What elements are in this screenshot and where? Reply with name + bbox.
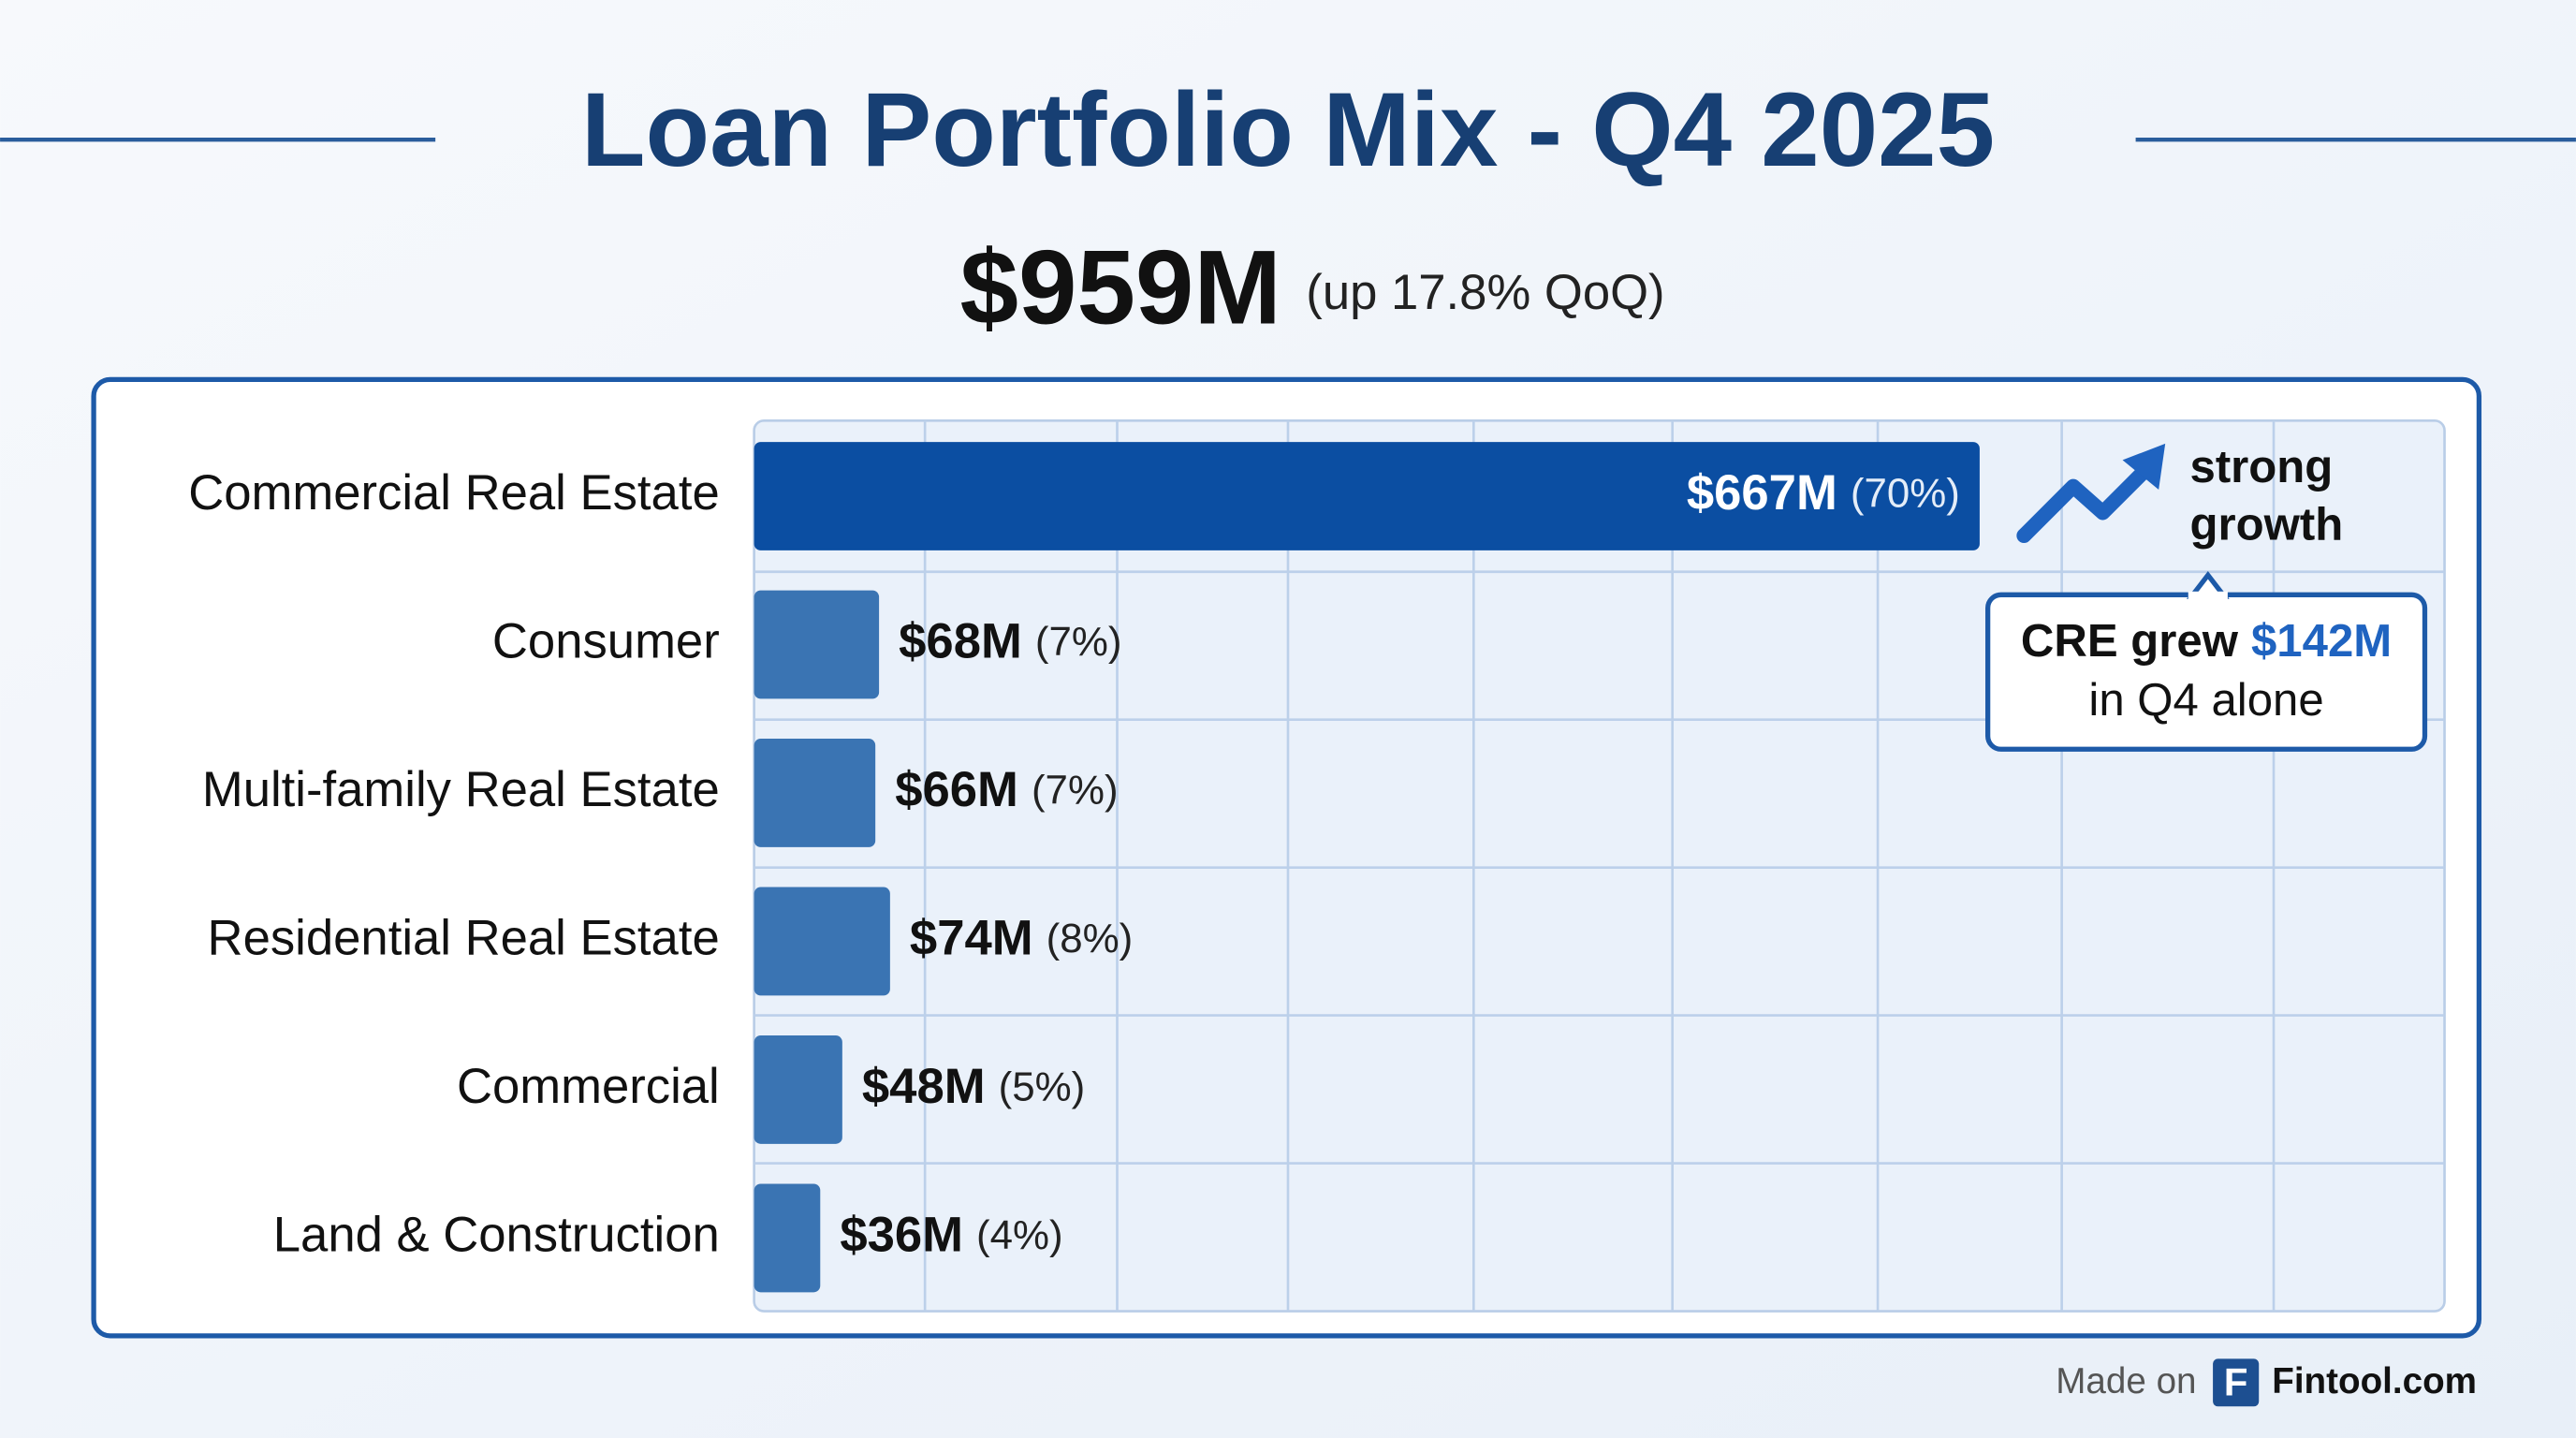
category-label: Commercial xyxy=(457,1059,720,1114)
callout-line: CRE grew $142M xyxy=(2021,616,2392,667)
grid xyxy=(754,420,2445,1312)
headline: $959M xyxy=(960,228,1281,346)
bar xyxy=(754,590,880,699)
callout-pointer-mask xyxy=(2188,591,2228,600)
value-label: $667M xyxy=(1687,465,1837,521)
bar xyxy=(754,1035,842,1144)
plot-area xyxy=(753,418,2446,1313)
category-label: Commercial Real Estate xyxy=(188,465,720,521)
callout-amount: $142M xyxy=(2251,616,2392,667)
category-label: Multi-family Real Estate xyxy=(202,762,720,817)
value-label: $74M xyxy=(910,910,1033,965)
growth-arrow-head xyxy=(2122,443,2166,490)
category-label: Land & Construction xyxy=(273,1207,720,1262)
value-label: $68M xyxy=(899,613,1022,668)
footer-logo-box xyxy=(2213,1358,2260,1407)
category-label: Consumer xyxy=(492,613,720,668)
bar xyxy=(754,739,876,847)
callout-tail: in Q4 alone xyxy=(2088,675,2323,726)
value-label: $48M xyxy=(862,1059,986,1114)
annotation: growth xyxy=(2190,499,2344,550)
value-label: $66M xyxy=(895,762,1018,817)
bar xyxy=(754,1183,821,1293)
percent-label: (5%) xyxy=(999,1064,1086,1110)
footer-prefix: Made on xyxy=(2056,1361,2196,1401)
callout-lead: CRE grew xyxy=(2021,616,2239,667)
footer-brand: Fintool.com xyxy=(2272,1361,2477,1401)
growth-arrow xyxy=(2016,456,2160,544)
bars: Commercial Real Estate $667M (70%) Consumer… xyxy=(188,442,1980,1293)
bar xyxy=(754,442,1980,550)
value-label: $36M xyxy=(840,1207,963,1262)
percent-label: (8%) xyxy=(1046,916,1134,961)
chart-title: Loan Portfolio Mix - Q4 2025 xyxy=(581,70,1995,188)
footer-logo: F xyxy=(2224,1360,2248,1404)
percent-label: (7%) xyxy=(1035,619,1122,665)
annotation: strong xyxy=(2190,442,2334,492)
category-label: Residential Real Estate xyxy=(208,910,720,965)
bar xyxy=(754,887,890,996)
percent-label: (70%) xyxy=(1851,471,1960,517)
percent-label: (7%) xyxy=(1032,768,1119,814)
subtitle: (up 17.8% QoQ) xyxy=(1306,265,1664,320)
percent-label: (4%) xyxy=(976,1212,1063,1258)
